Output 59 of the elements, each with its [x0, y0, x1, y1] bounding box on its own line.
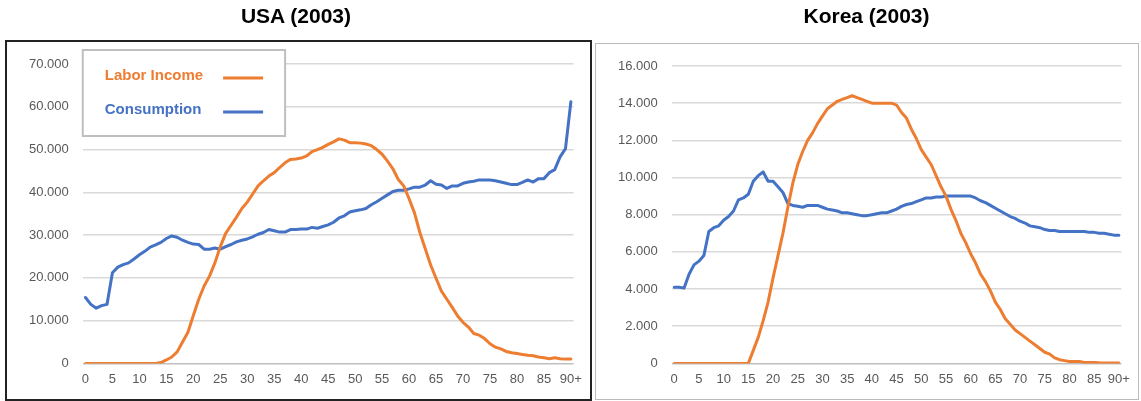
x-tick-label: 60 — [401, 370, 417, 386]
x-tick-label: 0 — [670, 370, 678, 386]
x-tick-label: 90+ — [559, 370, 582, 386]
x-tick-label: 35 — [267, 370, 282, 386]
y-tick-label: 10.000 — [29, 312, 69, 328]
y-tick-label: 2.000 — [625, 317, 658, 333]
x-tick-label: 80 — [509, 370, 525, 386]
chart-title: USA (2003) — [239, 4, 353, 28]
chart-title: Korea (2003) — [802, 4, 931, 28]
x-tick-label: 50 — [914, 370, 929, 386]
x-tick-label: 10 — [132, 370, 147, 386]
x-tick-label: 70 — [455, 370, 471, 386]
x-tick-label: 75 — [482, 370, 498, 386]
x-tick-label: 55 — [938, 370, 954, 386]
x-tick-label: 40 — [864, 370, 880, 386]
x-tick-label: 30 — [815, 370, 830, 386]
x-tick-label: 65 — [428, 370, 444, 386]
x-tick-label: 85 — [1086, 370, 1102, 386]
y-tick-label: 20.000 — [29, 269, 69, 285]
x-tick-label: 10 — [716, 370, 731, 386]
y-tick-label: 10.000 — [618, 169, 658, 185]
x-tick-label: 25 — [790, 370, 805, 386]
x-tick-label: 65 — [988, 370, 1003, 386]
x-tick-label: 20 — [186, 370, 201, 386]
y-tick-label: 50.000 — [29, 141, 69, 157]
x-tick-label: 60 — [963, 370, 978, 386]
x-tick-label: 35 — [839, 370, 855, 386]
y-tick-label: 14.000 — [618, 94, 658, 110]
x-tick-label: 20 — [765, 370, 781, 386]
y-tick-label: 30.000 — [29, 226, 69, 242]
x-tick-label: 5 — [108, 370, 117, 386]
x-tick-label: 90+ — [1107, 370, 1130, 386]
x-tick-label: 15 — [159, 370, 174, 386]
x-tick-label: 80 — [1062, 370, 1077, 386]
legend-label: Consumption — [104, 100, 202, 118]
x-tick-label: 50 — [347, 370, 363, 386]
x-tick-label: 75 — [1037, 370, 1053, 386]
y-tick-label: 40.000 — [29, 183, 69, 199]
x-tick-label: 45 — [889, 370, 904, 386]
x-tick-label: 15 — [741, 370, 756, 386]
y-tick-label: 12.000 — [618, 131, 658, 147]
x-tick-label: 40 — [293, 370, 309, 386]
x-tick-label: 0 — [81, 370, 90, 386]
x-tick-label: 25 — [213, 370, 228, 386]
y-tick-label: 6.000 — [625, 243, 658, 259]
y-tick-label: 0 — [61, 354, 69, 370]
y-tick-label: 8.000 — [625, 206, 658, 222]
x-tick-label: 45 — [320, 370, 336, 386]
y-tick-label: 60.000 — [29, 98, 69, 114]
x-tick-label: 30 — [240, 370, 255, 386]
y-tick-label: 16.000 — [618, 57, 658, 73]
x-tick-label: 85 — [536, 370, 552, 386]
y-tick-label: 70.000 — [29, 55, 69, 71]
x-tick-label: 5 — [695, 370, 703, 386]
y-tick-label: 4.000 — [625, 280, 658, 296]
x-tick-label: 70 — [1012, 370, 1028, 386]
legend-label: Labor Income — [104, 66, 204, 84]
y-tick-label: 0 — [650, 354, 658, 370]
x-tick-label: 55 — [374, 370, 390, 386]
